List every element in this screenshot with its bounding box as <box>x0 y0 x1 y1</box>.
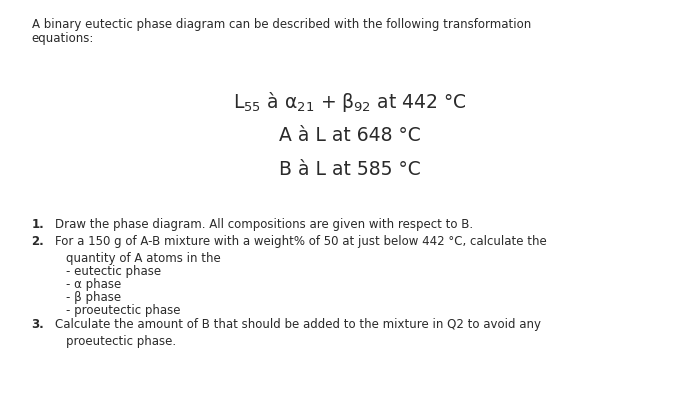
Text: quantity of A atoms in the: quantity of A atoms in the <box>66 252 221 265</box>
Text: A binary eutectic phase diagram can be described with the following transformati: A binary eutectic phase diagram can be d… <box>32 18 531 31</box>
Text: 3.: 3. <box>32 318 44 331</box>
Text: A à L at 648 °C: A à L at 648 °C <box>279 126 421 145</box>
Text: 2.: 2. <box>32 235 44 248</box>
Text: B à L at 585 °C: B à L at 585 °C <box>279 160 421 179</box>
Text: 1.: 1. <box>32 218 44 231</box>
Text: Calculate the amount of B that should be added to the mixture in Q2 to avoid any: Calculate the amount of B that should be… <box>55 318 540 331</box>
Text: - α phase: - α phase <box>66 278 122 291</box>
Text: equations:: equations: <box>32 32 94 45</box>
Text: Draw the phase diagram. All compositions are given with respect to B.: Draw the phase diagram. All compositions… <box>55 218 473 231</box>
Text: - proeutectic phase: - proeutectic phase <box>66 304 181 317</box>
Text: proeutectic phase.: proeutectic phase. <box>66 335 176 348</box>
Text: - eutectic phase: - eutectic phase <box>66 265 162 278</box>
Text: For a 150 g of A-B mixture with a weight% of 50 at just below 442 °C, calculate : For a 150 g of A-B mixture with a weight… <box>55 235 547 248</box>
Text: - β phase: - β phase <box>66 291 122 304</box>
Text: $\mathdefault{L}_{55}$ à $\mathdefault{\alpha}_{21}$ + $\mathdefault{\beta}_{92}: $\mathdefault{L}_{55}$ à $\mathdefault{\… <box>233 90 467 114</box>
